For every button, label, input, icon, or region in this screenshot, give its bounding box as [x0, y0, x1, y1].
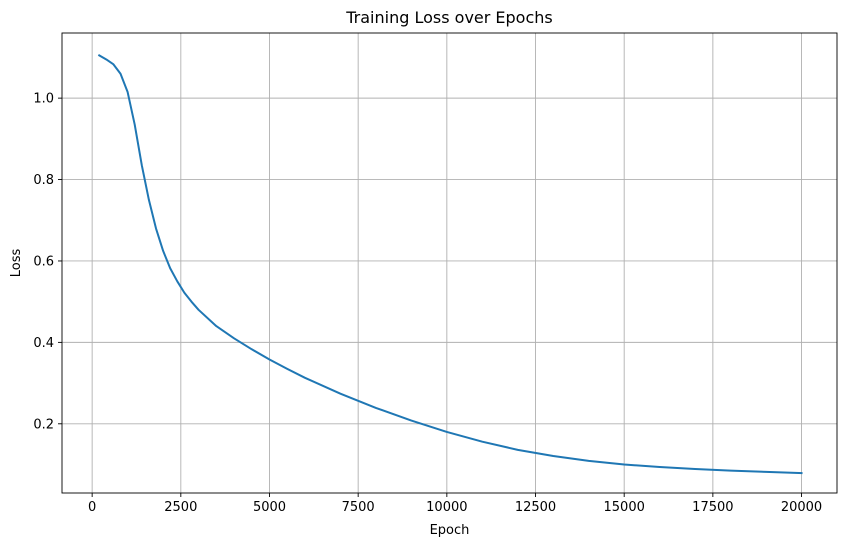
- grid-lines: [62, 33, 837, 493]
- x-tick-label: 10000: [426, 500, 467, 515]
- plot-area: [62, 33, 837, 493]
- x-tick-label: 5000: [253, 500, 286, 515]
- loss-line: [97, 54, 803, 475]
- x-axis-label: Epoch: [430, 523, 470, 538]
- x-tick-label: 0: [88, 500, 96, 515]
- y-tick-label: 0.6: [33, 254, 54, 269]
- y-tick-label: 0.8: [33, 173, 54, 188]
- x-tick-label: 15000: [604, 500, 645, 515]
- x-tick-label: 7500: [342, 500, 375, 515]
- x-tick-label: 12500: [515, 500, 556, 515]
- y-axis-label: Loss: [9, 249, 24, 278]
- y-tick-label: 0.4: [33, 336, 54, 351]
- x-tick-label: 20000: [781, 500, 822, 515]
- x-tick-label: 17500: [692, 500, 733, 515]
- axes-frame: [61, 32, 838, 494]
- x-ticks: 0 2500 5000 7500 10000 12500 15000 17500 20000: [88, 493, 822, 515]
- y-ticks: 0.2 0.4 0.6 0.8 1.0: [33, 92, 62, 432]
- y-tick-label: 1.0: [33, 92, 54, 107]
- chart-title: Training Loss over Epochs: [345, 8, 553, 27]
- x-tick-label: 2500: [164, 500, 197, 515]
- y-tick-label: 0.2: [33, 417, 54, 432]
- series-group: [97, 54, 803, 475]
